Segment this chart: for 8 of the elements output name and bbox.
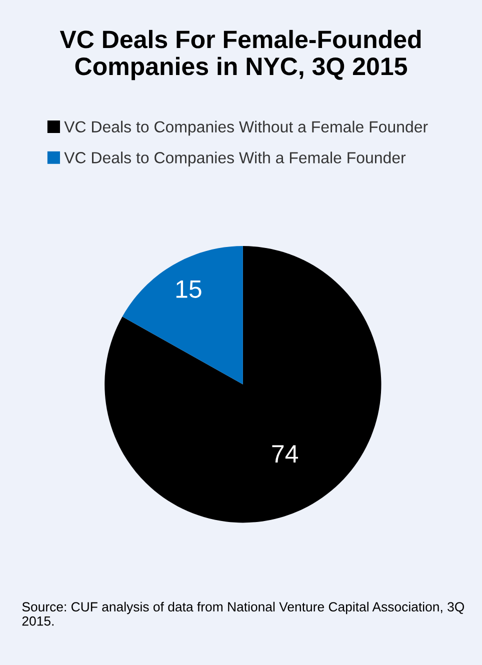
data-label: 15 (176, 280, 202, 298)
pie-slice (104, 246, 382, 523)
legend-label: VC Deals to Companies With a Female Founder (64, 152, 406, 167)
pie-slice (122, 246, 243, 384)
chart-title: VC Deals For Female-Founded Companies in NYC, 3Q 2015 (60, 30, 421, 80)
legend-label: VC Deals to Companies Without a Female Founder (64, 120, 428, 136)
data-label: 74 (272, 445, 298, 462)
source-note: Source: CUF analysis of data from National Venture Capital Association, 3Q 2015. (22, 602, 464, 626)
